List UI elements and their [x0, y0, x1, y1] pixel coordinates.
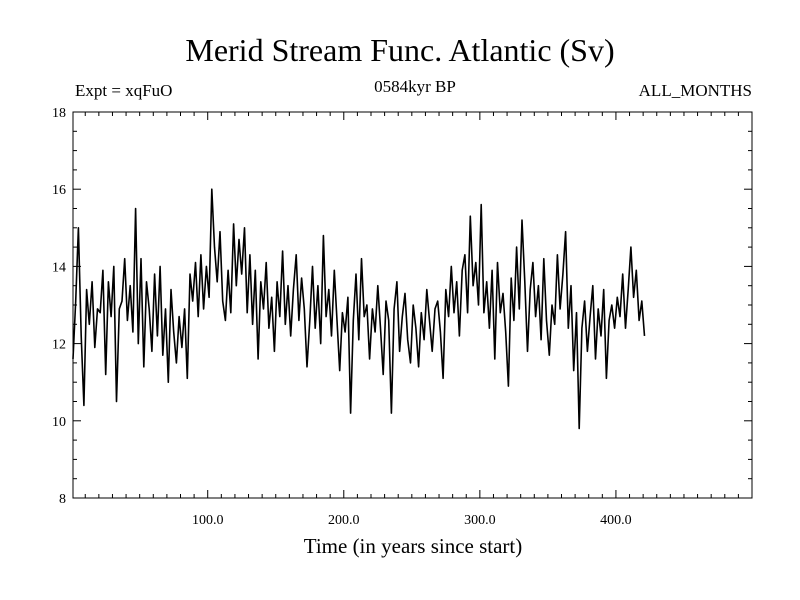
x-tick-label: 200.0	[328, 513, 360, 528]
axis-tick-labels: 100.0 200.0 300.0 400.0 8 10 12 14 16 18	[52, 106, 632, 528]
chart-title: Merid Stream Func. Atlantic (Sv)	[185, 32, 615, 68]
months-label: ALL_MONTHS	[638, 81, 752, 100]
axis-ticks	[73, 111, 752, 499]
y-tick-label: 8	[59, 492, 66, 507]
period-label: 0584kyr BP	[374, 77, 456, 96]
y-tick-label: 14	[52, 260, 66, 275]
x-tick-label: 300.0	[464, 513, 496, 528]
plot-frame	[72, 111, 753, 499]
y-tick-label: 12	[52, 338, 66, 353]
series-line	[72, 188, 646, 430]
y-tick-label: 18	[52, 106, 66, 121]
y-tick-label: 16	[52, 183, 66, 198]
x-tick-label: 400.0	[600, 513, 632, 528]
y-tick-label: 10	[52, 415, 66, 430]
experiment-label: Expt = xqFuO	[75, 81, 173, 100]
x-tick-label: 100.0	[192, 513, 224, 528]
x-axis-label: Time (in years since start)	[303, 534, 523, 558]
